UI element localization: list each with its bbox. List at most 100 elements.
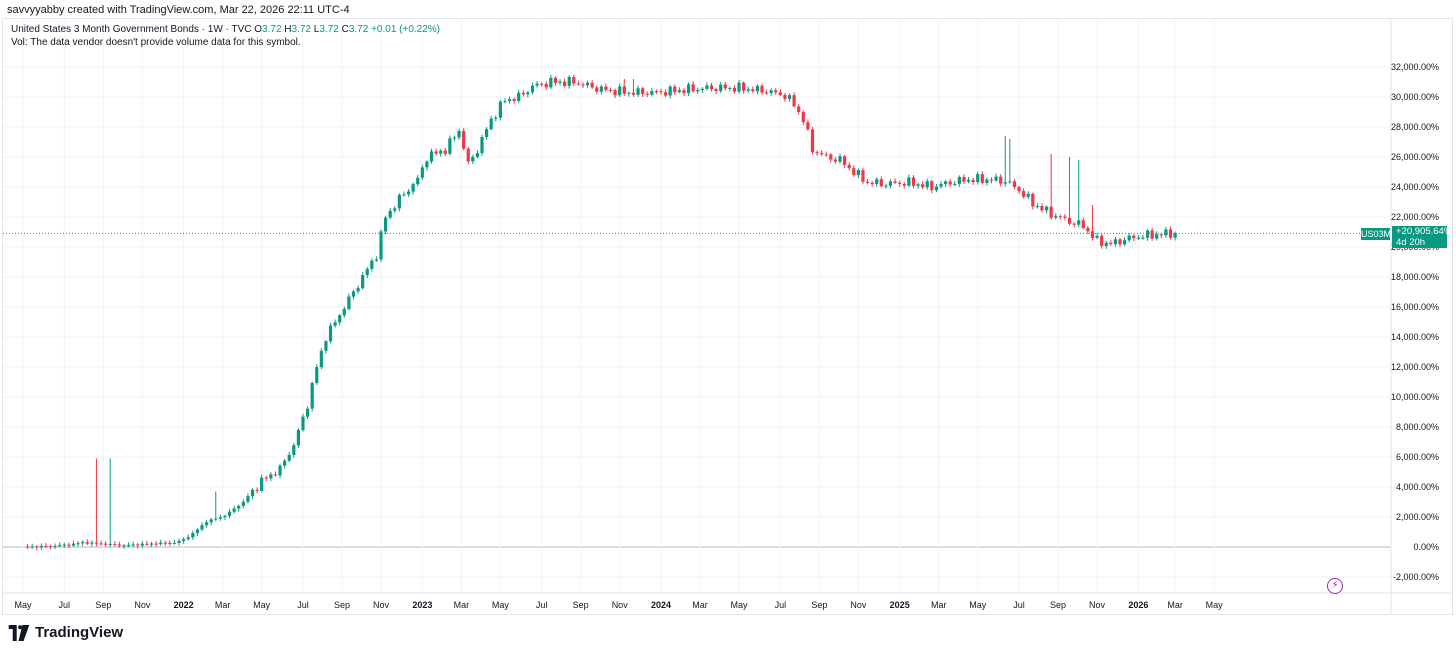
candle-body [1109,242,1113,245]
y-tick-label: 4,000.00% [1396,482,1439,492]
brand[interactable]: TradingView [8,624,123,641]
candle-body [980,174,984,183]
candle-body [494,117,498,119]
candle-body [39,546,43,548]
candle-body [241,501,245,506]
candle-body [35,546,39,548]
price-tag-countdown: 4d 20h [1396,236,1426,248]
candle-body [232,508,236,512]
brand-name: TradingView [35,624,124,641]
candle-body [668,86,672,96]
x-tick-label: Sep [95,600,111,610]
candle-body [269,474,273,479]
legend-high-label: H [284,24,292,35]
legend-low-value: 3.72 [319,24,339,35]
candle-body [168,542,172,544]
candle-body [30,546,34,548]
y-tick-label: 10,000.00% [1391,392,1439,402]
candle-body [732,87,737,92]
candle-body [480,137,484,154]
candle-body [195,529,200,534]
candle-body [581,84,585,86]
candle-body [934,186,939,191]
x-tick-label: Jul [536,600,548,610]
candle-body [1067,217,1072,224]
chart-area[interactable]: 32,000.00% 30,000.00% 28,000.00% 26,000.00%… [2,18,1453,615]
candle-body [1168,229,1173,238]
candle-body [384,217,388,232]
candle-body [1145,230,1150,238]
candle-body [1049,206,1053,218]
candle-body [677,90,681,93]
candle-body [53,545,57,547]
candle-body [237,505,241,509]
candle-body [406,191,411,195]
candle-body [388,210,392,218]
candle-body [223,515,227,518]
candle-body [131,544,135,546]
candle-body [186,537,190,540]
x-tick-label: 2024 [651,600,671,610]
candle-body [85,542,89,544]
x-tick-label: Mar [215,600,231,610]
candle-body [631,92,636,95]
y-tick-label: 6,000.00% [1396,452,1439,462]
candle-body [503,101,507,103]
x-tick-label: Mar [1167,600,1183,610]
candle-body [778,92,782,95]
candle-body [1035,206,1039,208]
x-tick-label: Nov [850,600,867,610]
candle-body [1141,237,1145,239]
lightning-icon[interactable]: ⚡ [1327,578,1343,594]
candle-body [879,179,883,187]
candle-body [843,156,847,165]
candle-body [1100,235,1104,246]
candle-body [296,429,300,446]
candle-body [393,208,397,211]
candle-body [774,90,778,93]
candle-body [948,181,952,185]
candle-body [315,367,319,383]
candle-body [540,83,544,85]
candle-body [792,95,796,107]
credit-line: savvyyabby created with TradingView.com,… [7,4,350,16]
candle-body [1054,216,1058,218]
candle-body [764,92,769,94]
candle-body [755,85,759,92]
candle-body [595,87,599,92]
volume-note: Vol: The data vendor doesn't provide vol… [11,37,301,48]
candle-body [333,322,337,326]
candle-body [149,543,154,545]
candle-body [145,543,149,545]
candle-body [264,477,268,479]
candle-body [549,77,553,88]
y-tick-label: 0.00% [1413,542,1439,552]
x-tick-label: May [969,600,987,610]
candle-body [576,83,580,85]
candle-body [448,138,452,154]
candle-body [604,86,608,90]
candle-body [613,90,617,96]
candle-body [76,543,80,545]
candle-body [218,517,222,519]
candle-body [44,546,48,548]
candle-body [962,176,966,182]
y-tick-label: 14,000.00% [1391,332,1439,342]
x-tick-label: Jul [59,600,71,610]
candle-body [287,454,291,461]
y-tick-label: 22,000.00% [1391,212,1439,222]
candle-body [820,152,824,155]
candle-body [521,92,525,95]
y-tick-label: 26,000.00% [1391,152,1439,162]
candle-body [682,90,686,94]
candle-body [260,477,264,491]
candle-body [1155,234,1159,239]
candlestick-chart[interactable]: 32,000.00% 30,000.00% 28,000.00% 26,000.00%… [3,19,1452,614]
candle-body [443,150,447,154]
candle-body [861,170,865,182]
candle-body [714,89,718,92]
candle-body [191,533,195,538]
candle-body [475,153,480,157]
candle-body [957,176,961,184]
